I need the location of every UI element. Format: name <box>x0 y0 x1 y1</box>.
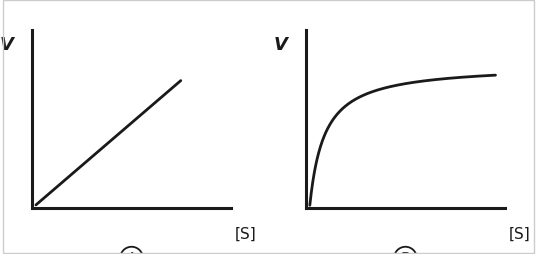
Text: [S]: [S] <box>235 226 257 241</box>
Text: [S]: [S] <box>509 226 531 241</box>
Text: A: A <box>126 251 137 254</box>
Text: B: B <box>400 251 411 254</box>
Text: V: V <box>273 36 287 54</box>
Text: V: V <box>0 36 13 54</box>
